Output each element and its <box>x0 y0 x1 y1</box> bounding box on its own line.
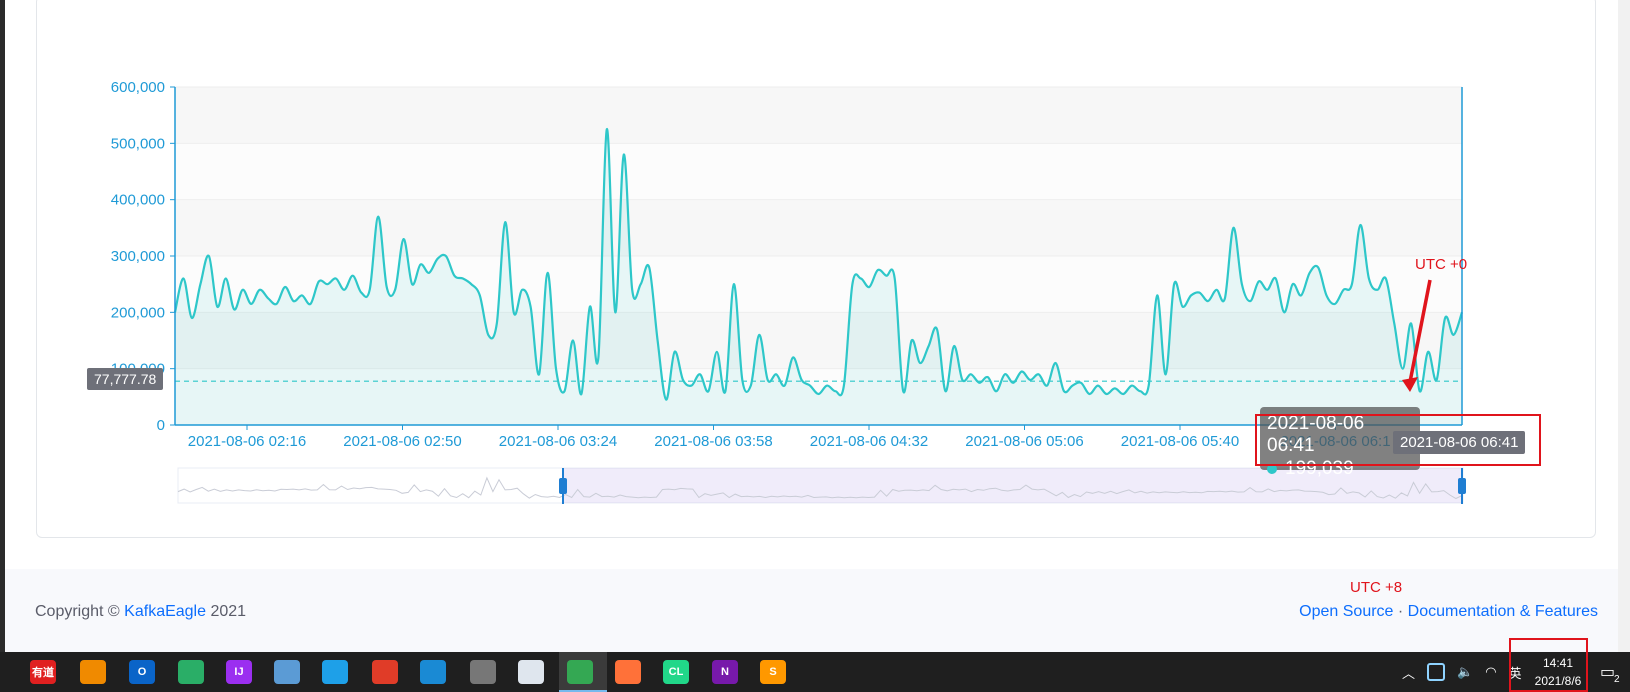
outlook-icon[interactable]: O <box>129 660 155 684</box>
vscode-icon[interactable] <box>420 660 446 684</box>
system-tray: ︿ 🔈 ◠ 英 <box>1402 652 1522 692</box>
annotation-utc8: UTC +8 <box>1350 579 1403 596</box>
chrome-icon[interactable] <box>567 660 593 684</box>
tooltip-value: 199,039 <box>1285 458 1354 479</box>
x-tick-label: 2021-08-06 04:32 <box>810 433 928 450</box>
x-tick-label: 2021-08-06 05:06 <box>965 433 1083 450</box>
y-tick-label: 0 <box>157 417 165 434</box>
open-source-link[interactable]: Open Source <box>1299 603 1394 620</box>
datazoom-handle-left-grip[interactable] <box>559 478 567 494</box>
clock-date: 2021/8/6 <box>1534 674 1582 688</box>
footer-separator: · <box>1397 603 1404 620</box>
x-tick-label: 2021-08-06 03:24 <box>499 433 617 450</box>
firefox-icon[interactable] <box>615 660 641 684</box>
clion-icon[interactable]: CL <box>663 660 689 684</box>
copyright-year: 2021 <box>210 603 247 620</box>
tooltip-time: 2021-08-06 06:41 <box>1267 413 1365 456</box>
grid-band <box>175 87 1462 144</box>
chart: 600,000500,000400,000300,000200,000100,0… <box>111 79 1489 640</box>
qq-icon[interactable] <box>322 660 348 684</box>
app-tray-icon[interactable] <box>1427 663 1446 681</box>
red-box-clock <box>1509 638 1588 692</box>
left-window-edge <box>0 0 5 652</box>
series-line <box>173 128 1464 401</box>
chart-tooltip: 2021-08-06 06:41 199,039 <box>1260 407 1420 479</box>
notification-count: 2 <box>1614 674 1620 685</box>
clock[interactable]: 14:41 2021/8/6 <box>1512 654 1604 692</box>
snail-app-icon[interactable] <box>372 660 398 684</box>
grid-band <box>175 312 1462 369</box>
y-tick-label: 500,000 <box>111 135 165 152</box>
brand-link[interactable]: KafkaEagle <box>124 603 207 620</box>
datazoom-selection[interactable] <box>563 468 1463 503</box>
documentation-link[interactable]: Documentation & Features <box>1407 603 1598 620</box>
average-label: 77,777.78 <box>87 368 164 390</box>
sublime-icon[interactable]: S <box>760 660 786 684</box>
chevron-up-icon[interactable]: ︿ <box>1402 665 1416 681</box>
ime-indicator[interactable]: 英 <box>1508 665 1522 681</box>
x-tick-label: 2021-08-06 03:58 <box>654 433 772 450</box>
virtualbox-icon[interactable] <box>274 660 300 684</box>
axis-pointer-label: 2021-08-06 06:41 <box>1393 431 1526 454</box>
grid-band <box>175 368 1462 425</box>
footer-links: Open Source · Documentation & Features <box>1299 603 1598 621</box>
taskbar: 有道 O IJ CL N S ︿ 🔈 ◠ 英 14:41 2021/8/6 ▭ 2 <box>0 652 1630 692</box>
window-app-icon[interactable] <box>518 660 544 684</box>
y-tick-label: 400,000 <box>111 192 165 209</box>
grid-band <box>175 199 1462 256</box>
red-box-chart <box>1255 414 1541 466</box>
red-arrow-utc0-head <box>1402 377 1418 392</box>
red-arrow-utc0 <box>1408 279 1432 383</box>
onenote-icon[interactable]: N <box>712 660 738 684</box>
datazoom-preview-line <box>177 476 1463 500</box>
annotation-utc0: UTC +0 <box>1415 256 1468 273</box>
y-tick-label: 600,000 <box>111 79 165 96</box>
youdao-icon[interactable]: 有道 <box>30 660 56 684</box>
notification-icon[interactable]: ▭ <box>1600 664 1616 681</box>
series-area <box>175 129 1462 425</box>
grid-band <box>175 256 1462 313</box>
scrollbar[interactable] <box>1618 0 1630 652</box>
x-tick-label: 2021-08-06 02:50 <box>343 433 461 450</box>
wifi-icon[interactable]: ◠ <box>1485 664 1497 679</box>
wechat-icon[interactable] <box>178 660 204 684</box>
intellij-icon[interactable]: IJ <box>226 660 252 684</box>
game-icon[interactable] <box>470 660 496 684</box>
x-tick-label: 2021-08-06 05:40 <box>1121 433 1239 450</box>
grid-band <box>175 143 1462 200</box>
copyright-prefix: Copyright © <box>35 603 120 620</box>
y-tick-label: 300,000 <box>111 248 165 265</box>
footer: Copyright © KafkaEagle 2021 Open Source … <box>5 569 1618 652</box>
series-marker-icon <box>1267 464 1277 474</box>
search-app-icon[interactable] <box>80 660 106 684</box>
x-tick-label: 2021-08-06 02:16 <box>188 433 306 450</box>
copyright: Copyright © KafkaEagle 2021 <box>35 603 246 621</box>
clock-time: 14:41 <box>1542 656 1574 670</box>
y-tick-label: 200,000 <box>111 304 165 321</box>
datazoom-handle-right-grip[interactable] <box>1458 478 1466 494</box>
volume-icon[interactable]: 🔈 <box>1457 664 1474 679</box>
